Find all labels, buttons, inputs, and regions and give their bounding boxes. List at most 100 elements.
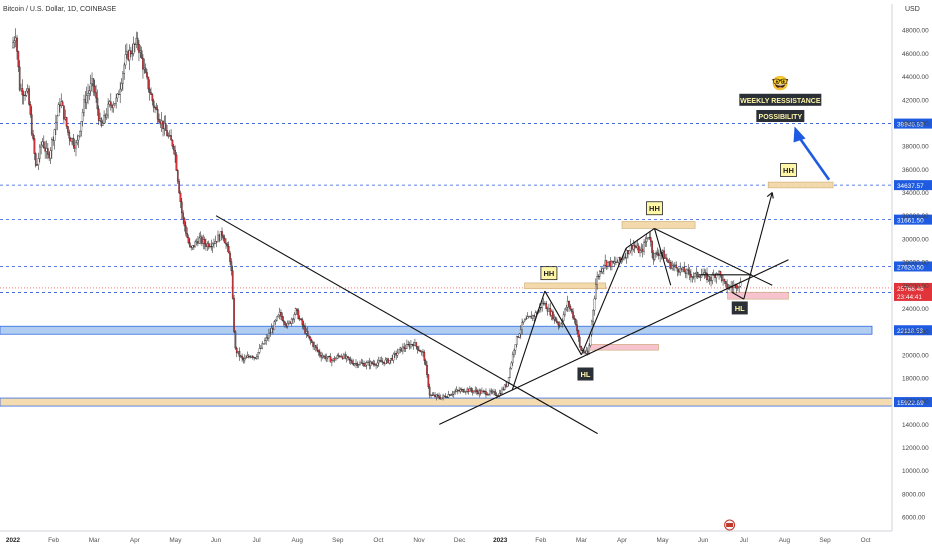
candle-body: [463, 389, 464, 392]
candle-body: [233, 298, 234, 331]
candle-body: [668, 260, 669, 262]
candle-body: [161, 121, 162, 124]
candle-body: [106, 115, 107, 117]
candle-body: [51, 140, 52, 151]
candle-body: [552, 312, 553, 319]
candle-body: [430, 395, 431, 396]
candle-body: [638, 246, 639, 253]
candle-body: [414, 343, 415, 346]
candle-body: [331, 360, 332, 362]
candle-body: [508, 377, 509, 382]
candle-body: [606, 261, 607, 266]
candle-body: [523, 321, 524, 322]
candle-body: [551, 312, 552, 316]
candle-body: [469, 388, 470, 391]
candle-body: [215, 241, 216, 243]
candle-body: [559, 325, 560, 326]
candle-body: [404, 347, 405, 349]
candle-body: [676, 265, 677, 268]
candle-body: [221, 231, 222, 236]
candle-body: [361, 363, 362, 364]
candle-body: [645, 242, 646, 243]
candle-body: [653, 253, 654, 260]
candle-body: [383, 362, 384, 364]
candle-body: [677, 268, 678, 271]
candle-body: [511, 363, 512, 368]
candle-body: [318, 350, 319, 352]
candle-body: [333, 359, 334, 361]
y-tick-label: 42000.00: [902, 97, 929, 104]
candle-body: [255, 357, 256, 358]
candle-body: [180, 193, 181, 202]
candle-body: [315, 345, 316, 347]
candle-body: [540, 307, 541, 308]
candle-body: [187, 233, 188, 237]
hh-label-text: HH: [649, 204, 660, 213]
candle-body: [424, 352, 425, 360]
candle-body: [698, 276, 699, 277]
candle-body: [50, 151, 51, 159]
candle-body: [91, 79, 92, 84]
candle-body: [690, 274, 691, 277]
candle-body: [724, 279, 725, 281]
nerd-emoji: 🤓: [772, 75, 790, 91]
current-price-countdown: 23:44:41: [897, 294, 922, 301]
candle-body: [471, 388, 472, 390]
candle-body: [193, 245, 194, 247]
candle-body: [519, 334, 520, 337]
candle-body: [86, 96, 87, 103]
candle-body: [245, 357, 246, 358]
candle-body: [542, 303, 543, 308]
candle-body: [465, 391, 466, 392]
candle-body: [429, 387, 430, 395]
y-tick-label: 22000.00: [902, 329, 929, 336]
candle-body: [543, 303, 544, 304]
candle-body: [263, 344, 264, 345]
candle-body: [496, 395, 497, 396]
candle-body: [244, 358, 245, 360]
candle-body: [99, 119, 100, 121]
candle-body: [20, 88, 21, 90]
candle-body: [49, 154, 50, 158]
candle-body: [227, 244, 228, 246]
candle-body: [350, 360, 351, 361]
candle-body: [637, 246, 638, 248]
candle-body: [385, 360, 386, 364]
candle-body: [516, 336, 517, 344]
candle-body: [298, 310, 299, 318]
candle-body: [204, 239, 205, 244]
candle-body: [30, 104, 31, 114]
candle-body: [647, 237, 648, 238]
x-tick-label: 2022: [6, 537, 21, 544]
candle-body: [386, 359, 387, 360]
candle-body: [152, 94, 153, 100]
candle-body: [513, 350, 514, 354]
candle-body: [314, 345, 315, 346]
candle-body: [654, 253, 655, 259]
y-tick-label: 34000.00: [902, 190, 929, 197]
candle-body: [369, 362, 370, 366]
candle-body: [280, 312, 281, 316]
candle-body: [417, 346, 418, 349]
candle-body: [103, 115, 104, 123]
candle-body: [65, 117, 66, 119]
candle-body: [83, 100, 84, 113]
candle-body: [43, 142, 44, 148]
x-tick-label: Feb: [48, 537, 59, 544]
candle-body: [102, 123, 103, 125]
level-zone: [0, 326, 872, 334]
candle-body: [144, 68, 145, 69]
candle-body: [387, 359, 388, 363]
candle-body: [347, 356, 348, 357]
candle-body: [316, 347, 317, 350]
level-zone: [0, 398, 892, 406]
candle-body: [15, 38, 16, 41]
candle-body: [133, 44, 134, 53]
candle-body: [236, 348, 237, 353]
y-tick-label: 38000.00: [902, 144, 929, 151]
candle-body: [572, 312, 573, 318]
candle-body: [531, 316, 532, 318]
candle-body: [363, 363, 364, 366]
candle-body: [362, 363, 363, 364]
candle-body: [405, 348, 406, 349]
